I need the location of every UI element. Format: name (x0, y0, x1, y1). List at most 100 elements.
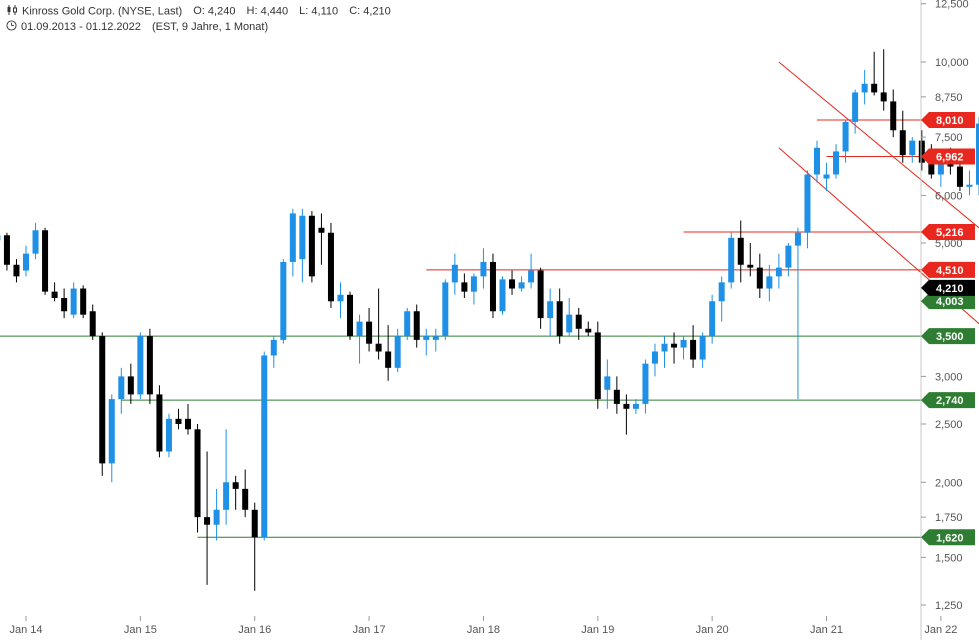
y-tick-label: 2,000 (935, 477, 963, 489)
candle-body (118, 376, 125, 400)
candle-body (232, 482, 239, 489)
candle-body (356, 321, 363, 337)
candle-body (585, 328, 592, 333)
candle (175, 408, 182, 430)
candle (899, 110, 906, 163)
y-tick-label: 8,750 (935, 92, 963, 104)
candle (489, 253, 496, 319)
candle (337, 282, 344, 319)
candle-body (518, 282, 525, 289)
candle (308, 211, 315, 283)
candle (223, 429, 230, 525)
candle-body (566, 314, 573, 333)
candle-body (318, 227, 325, 233)
candle-body (651, 351, 658, 364)
candle-body (556, 301, 563, 337)
candle-body (976, 123, 979, 185)
candle-body (289, 213, 296, 262)
candle (108, 394, 115, 483)
x-tick-label: Jan 22 (924, 624, 957, 636)
candle (461, 273, 468, 299)
candle-body (175, 418, 182, 424)
candle-body (890, 101, 897, 131)
candle (165, 413, 172, 458)
candle (318, 213, 325, 265)
price-tag-label: 1,620 (936, 532, 964, 544)
last-price-tag: 4,210 (921, 279, 975, 296)
candle (42, 227, 49, 295)
candle (833, 144, 840, 179)
price-tag-label: 3,500 (936, 331, 964, 343)
x-tick-label: Jan 20 (696, 624, 729, 636)
date-range: 01.09.2013 - 01.12.2022 (21, 20, 141, 33)
candle-body (480, 261, 487, 277)
y-tick-label: 3,000 (935, 371, 963, 383)
candle-body (899, 130, 906, 156)
candle (242, 469, 249, 518)
level-tag: 1,620 (921, 529, 975, 546)
candle (880, 49, 887, 111)
candle-body (451, 264, 458, 283)
candle-body (327, 232, 334, 302)
candle-body (299, 215, 306, 260)
candle (709, 294, 716, 344)
candle-body (23, 253, 29, 271)
candle-body (413, 311, 420, 340)
candle-body (270, 339, 277, 356)
candle (23, 245, 29, 277)
candle-body (966, 184, 973, 187)
price-tag-box (921, 148, 975, 165)
price-tag-box (921, 392, 975, 409)
candle (966, 170, 973, 196)
candle-body (528, 270, 535, 283)
candle (794, 227, 801, 400)
candle (51, 282, 58, 302)
candle-body (108, 399, 115, 464)
candle (289, 208, 296, 277)
price-tag-box (921, 293, 975, 310)
y-tick-label: 1,250 (935, 600, 963, 612)
candle-body (594, 332, 601, 400)
candle-body (918, 140, 925, 163)
x-tick-label: Jan 16 (238, 624, 271, 636)
y-tick-label: 2,500 (935, 419, 963, 431)
candle-body (880, 92, 887, 102)
candle (756, 253, 763, 299)
candle-body (547, 301, 554, 319)
trend-line (778, 61, 979, 229)
open-value: 4,240 (207, 5, 236, 18)
candle (813, 140, 820, 183)
candle-body (3, 235, 10, 265)
candle (518, 276, 525, 292)
candle-body (375, 343, 382, 352)
candle-body (785, 245, 792, 268)
candle-body (442, 282, 449, 337)
close-value: 4,210 (363, 5, 391, 18)
candle (185, 403, 192, 435)
candles (0, 49, 979, 591)
candle-body (823, 174, 830, 179)
price-tag-label: 2,740 (936, 395, 964, 407)
candle-body (137, 336, 144, 395)
candle-body (804, 174, 811, 233)
candle (680, 336, 687, 360)
candle-body (308, 215, 315, 277)
candle (280, 259, 287, 344)
candle-body (61, 298, 68, 312)
candle-body (80, 288, 87, 315)
candle (918, 130, 925, 171)
candle-body (89, 311, 96, 337)
candle-body (280, 261, 287, 340)
candle (194, 424, 201, 533)
candle-body (613, 389, 620, 404)
candle (394, 328, 401, 373)
low-value: 4,110 (311, 5, 339, 18)
candle (80, 285, 87, 319)
candle-body (223, 482, 230, 510)
candle (118, 367, 125, 414)
candle (261, 351, 268, 541)
candle-body (728, 237, 735, 283)
candle-body (499, 279, 506, 312)
candle (251, 502, 258, 591)
